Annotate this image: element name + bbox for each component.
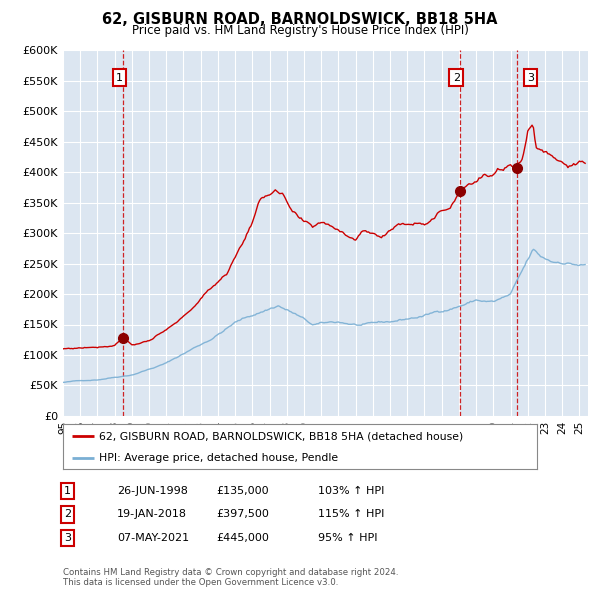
Text: £445,000: £445,000 xyxy=(216,533,269,543)
Text: 62, GISBURN ROAD, BARNOLDSWICK, BB18 5HA: 62, GISBURN ROAD, BARNOLDSWICK, BB18 5HA xyxy=(102,12,498,27)
Text: 62, GISBURN ROAD, BARNOLDSWICK, BB18 5HA (detached house): 62, GISBURN ROAD, BARNOLDSWICK, BB18 5HA… xyxy=(98,431,463,441)
Text: 1: 1 xyxy=(64,486,71,496)
Text: 2: 2 xyxy=(64,510,71,519)
Text: Contains HM Land Registry data © Crown copyright and database right 2024.: Contains HM Land Registry data © Crown c… xyxy=(63,568,398,577)
Text: 26-JUN-1998: 26-JUN-1998 xyxy=(117,486,188,496)
Text: 95% ↑ HPI: 95% ↑ HPI xyxy=(318,533,377,543)
Text: 103% ↑ HPI: 103% ↑ HPI xyxy=(318,486,385,496)
Text: 115% ↑ HPI: 115% ↑ HPI xyxy=(318,510,385,519)
Text: Price paid vs. HM Land Registry's House Price Index (HPI): Price paid vs. HM Land Registry's House … xyxy=(131,24,469,37)
Text: 3: 3 xyxy=(64,533,71,543)
Text: £135,000: £135,000 xyxy=(216,486,269,496)
Text: 07-MAY-2021: 07-MAY-2021 xyxy=(117,533,189,543)
Text: 2: 2 xyxy=(453,73,460,83)
Text: 1: 1 xyxy=(116,73,123,83)
Text: 19-JAN-2018: 19-JAN-2018 xyxy=(117,510,187,519)
Text: This data is licensed under the Open Government Licence v3.0.: This data is licensed under the Open Gov… xyxy=(63,578,338,588)
Text: £397,500: £397,500 xyxy=(216,510,269,519)
Text: 3: 3 xyxy=(527,73,534,83)
Text: HPI: Average price, detached house, Pendle: HPI: Average price, detached house, Pend… xyxy=(98,453,338,463)
